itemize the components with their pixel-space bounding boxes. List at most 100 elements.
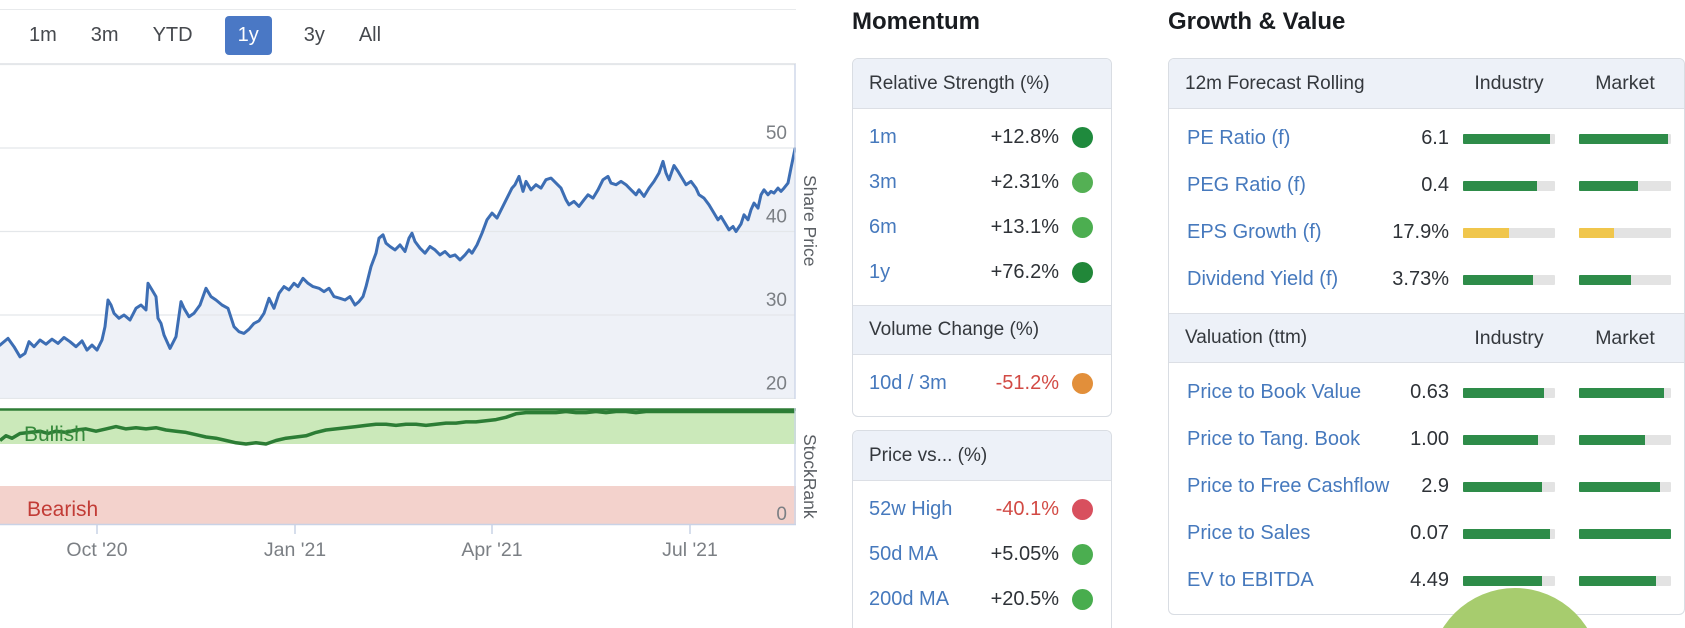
ratio-row: Dividend Yield (f) 3.73% xyxy=(1169,256,1684,303)
metric-row: 10d / 3m -51.2% xyxy=(853,361,1111,406)
ratio-value: 0.07 xyxy=(1410,522,1449,544)
bearish-label: Bearish xyxy=(27,498,98,521)
ratio-row: Price to Sales 0.07 xyxy=(1169,510,1684,557)
ratio-row: PEG Ratio (f) 0.4 xyxy=(1169,162,1684,209)
metric-value: +13.1% xyxy=(990,216,1059,238)
ratio-value: 0.4 xyxy=(1421,174,1449,196)
industry-bar xyxy=(1463,528,1555,539)
market-bar xyxy=(1579,434,1671,445)
ratio-link[interactable]: Price to Book Value xyxy=(1187,381,1362,403)
ratio-link[interactable]: PEG Ratio (f) xyxy=(1187,174,1306,196)
industry-bar xyxy=(1463,434,1555,445)
y-tick-label: 20 xyxy=(766,374,787,395)
ratio-link[interactable]: Dividend Yield (f) xyxy=(1187,268,1339,290)
industry-bar xyxy=(1463,387,1555,398)
market-bar xyxy=(1579,575,1671,586)
price-vs-header: Price vs... (%) xyxy=(853,431,1111,481)
ratio-value: 4.49 xyxy=(1410,569,1449,591)
industry-column-header: Industry xyxy=(1474,72,1544,94)
forecast-header-row: 12m Forecast Rolling Industry Market xyxy=(1169,59,1684,109)
time-range-tab[interactable]: 1y xyxy=(224,15,272,55)
time-range-tab[interactable]: 3y xyxy=(302,16,327,55)
market-bar xyxy=(1579,133,1671,144)
metric-link[interactable]: 6m xyxy=(869,216,897,238)
ratio-row: Price to Tang. Book 1.00 xyxy=(1169,416,1684,463)
stockrank-chart: Bullish Bearish 0 Oct '20 Jan '21 Apr '21 Jul … xyxy=(0,408,796,561)
metric-row: 1y +76.2% xyxy=(853,250,1111,295)
ratio-row: Price to Book Value 0.63 xyxy=(1169,369,1684,416)
bearish-band xyxy=(0,486,796,525)
chart-top-divider xyxy=(0,9,796,10)
time-range-tabs: 1m 3m YTD 1y 3y All xyxy=(27,12,383,58)
metric-row: 200d MA +20.5% xyxy=(853,577,1111,622)
status-dot xyxy=(1072,127,1093,148)
ratio-link[interactable]: Price to Sales xyxy=(1187,522,1311,544)
ratio-row: EPS Growth (f) 17.9% xyxy=(1169,209,1684,256)
x-tick-label: Apr '21 xyxy=(461,539,522,561)
y-tick-label: 50 xyxy=(766,123,787,144)
share-price-axis-title: Share Price xyxy=(800,175,820,267)
metric-link[interactable]: 3m xyxy=(869,171,897,193)
time-range-tab[interactable]: YTD xyxy=(151,16,195,55)
status-dot xyxy=(1072,262,1093,283)
tab-label: 3m xyxy=(90,23,119,46)
tab-label: 1m xyxy=(29,23,57,46)
ratio-value: 0.63 xyxy=(1410,381,1449,403)
ratio-value: 1.00 xyxy=(1410,428,1449,450)
time-range-tab[interactable]: All xyxy=(357,16,383,55)
market-bar xyxy=(1579,180,1671,191)
time-range-tab[interactable]: 1m xyxy=(27,16,59,55)
metric-row: 3m +2.31% xyxy=(853,160,1111,205)
metric-link[interactable]: 50d MA xyxy=(869,543,938,565)
tab-label: 3y xyxy=(303,23,325,46)
volume-change-rows: 10d / 3m -51.2% xyxy=(853,355,1111,416)
metric-value: +12.8% xyxy=(990,126,1059,148)
metric-link[interactable]: 52w High xyxy=(869,498,953,520)
ratio-value: 3.73% xyxy=(1392,268,1449,290)
market-bar xyxy=(1579,481,1671,492)
ratio-row: EV to EBITDA 4.49 xyxy=(1169,557,1684,604)
ratio-value: 6.1 xyxy=(1421,127,1449,149)
forecast-rows: PE Ratio (f) 6.1 PEG Ratio (f) 0.4 EPS G… xyxy=(1169,109,1684,313)
metric-link[interactable]: 200d MA xyxy=(869,588,950,610)
metric-link[interactable]: 10d / 3m xyxy=(869,372,947,394)
metric-value: -40.1% xyxy=(995,498,1059,520)
metric-link[interactable]: 1m xyxy=(869,126,897,148)
market-column-header: Market xyxy=(1595,72,1655,94)
time-range-tab[interactable]: 3m xyxy=(89,16,121,55)
industry-bar xyxy=(1463,481,1555,492)
industry-bar xyxy=(1463,575,1555,586)
ratio-link[interactable]: PE Ratio (f) xyxy=(1187,127,1291,149)
stockrank-axis-title: StockRank xyxy=(800,433,820,519)
momentum-title: Momentum xyxy=(852,8,980,35)
forecast-header: 12m Forecast Rolling xyxy=(1185,72,1365,94)
stockrank-line xyxy=(0,409,795,446)
valuation-rows: Price to Book Value 0.63 Price to Tang. … xyxy=(1169,363,1684,614)
bullish-label: Bullish xyxy=(24,423,86,446)
share-price-chart: 50 40 30 20 xyxy=(0,64,796,399)
industry-bar xyxy=(1463,274,1555,285)
tab-label: YTD xyxy=(152,23,193,46)
metric-value: +5.05% xyxy=(990,543,1059,565)
y-tick-label: 30 xyxy=(766,290,787,311)
relative-strength-rows: 1m +12.8% 3m +2.31% 6m +13.1% 1y +76.2% xyxy=(853,109,1111,305)
momentum-card: Relative Strength (%) 1m +12.8% 3m +2.31… xyxy=(852,58,1112,417)
relative-strength-header: Relative Strength (%) xyxy=(853,59,1111,109)
ratio-link[interactable]: Price to Tang. Book xyxy=(1187,428,1361,450)
industry-column-header: Industry xyxy=(1474,326,1544,349)
market-bar xyxy=(1579,274,1671,285)
metric-row: 50d MA +5.05% xyxy=(853,532,1111,577)
status-dot xyxy=(1072,544,1093,565)
ratio-link[interactable]: EV to EBITDA xyxy=(1187,569,1314,591)
industry-bar xyxy=(1463,227,1555,238)
ratio-value: 2.9 xyxy=(1421,475,1449,497)
share-price-line xyxy=(0,147,796,359)
metric-value: -51.2% xyxy=(995,372,1059,394)
ratio-link[interactable]: EPS Growth (f) xyxy=(1187,221,1322,243)
metric-link[interactable]: 1y xyxy=(869,261,891,283)
ratio-link[interactable]: Price to Free Cashflow xyxy=(1187,475,1390,497)
metric-row: 1m +12.8% xyxy=(853,115,1111,160)
metric-value: +2.31% xyxy=(990,171,1059,193)
market-bar xyxy=(1579,528,1671,539)
